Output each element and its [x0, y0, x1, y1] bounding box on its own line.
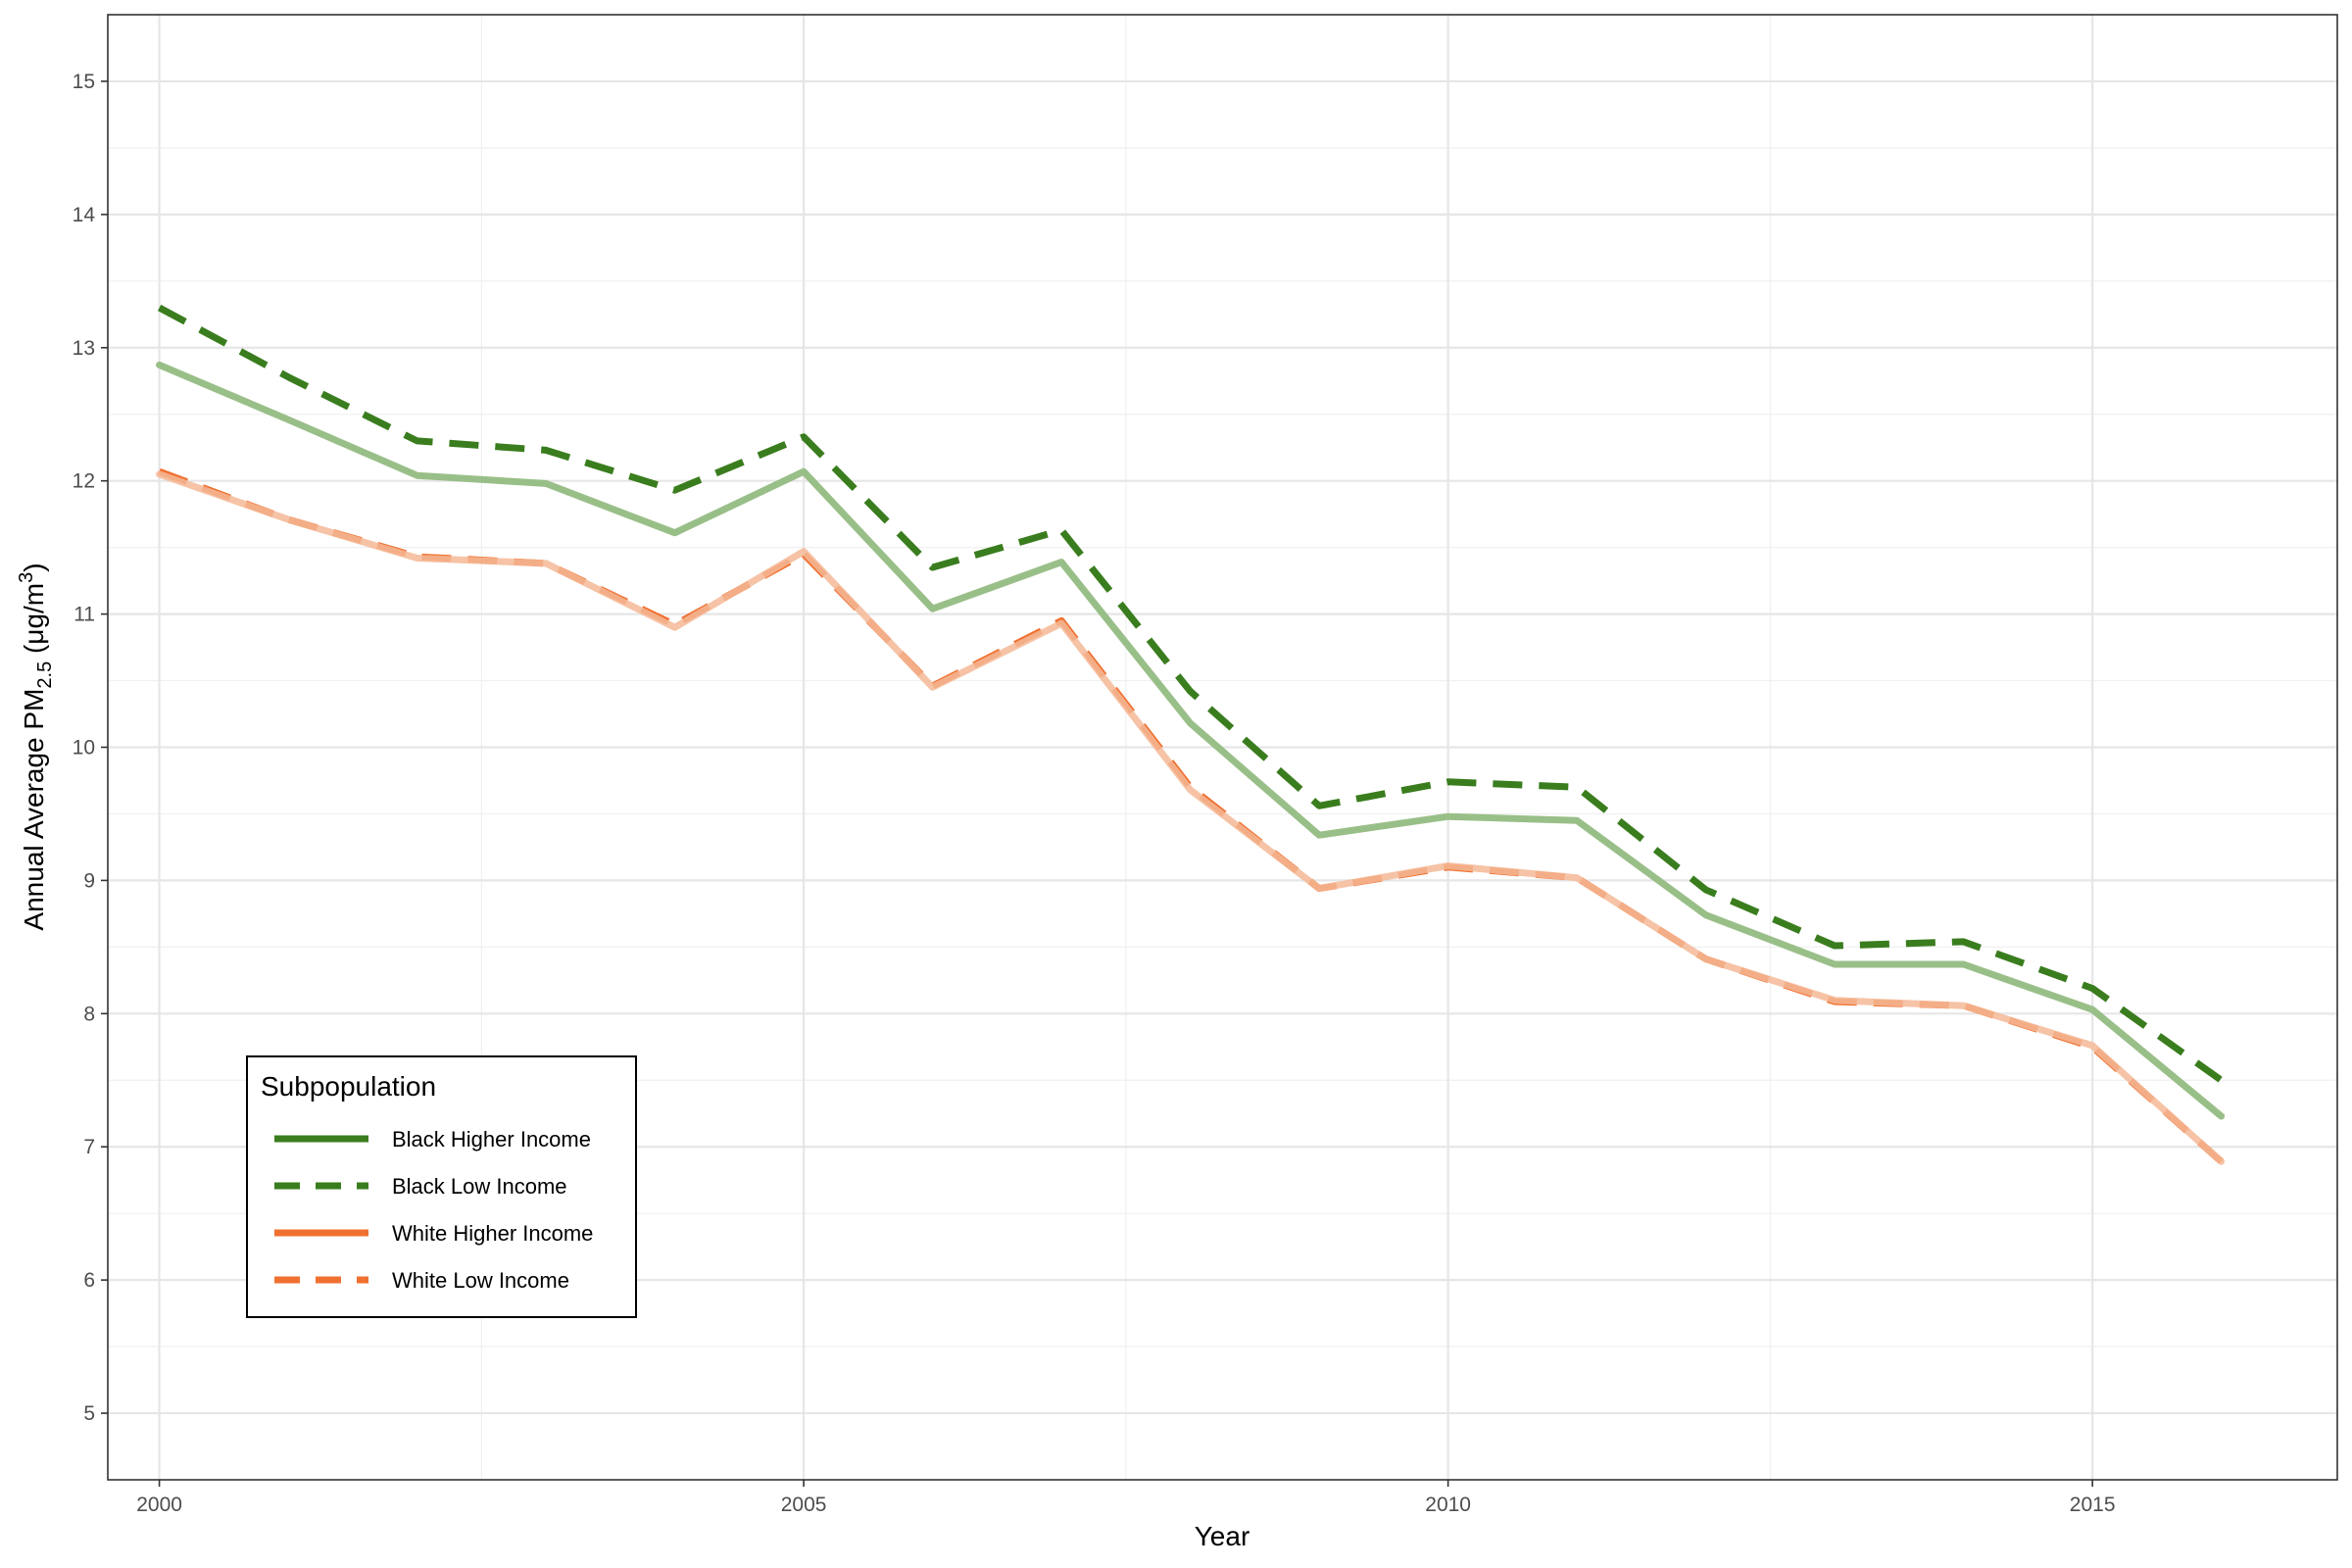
- y-tick-label: 7: [83, 1136, 95, 1158]
- y-tick-label: 10: [73, 737, 95, 760]
- y-tick-label: 15: [73, 71, 95, 93]
- y-axis: 5 6 7 8 9 10 11 12 13 14 15: [73, 71, 108, 1425]
- legend-label: White Low Income: [392, 1268, 569, 1293]
- y-axis-title-prefix: Annual Average PM: [19, 689, 49, 931]
- y-axis-title-unit-close: ): [19, 563, 49, 571]
- series-line-black-low-income: [157, 304, 2224, 1084]
- y-axis-title-subscript: 2.5: [34, 662, 56, 689]
- y-tick-label: 5: [83, 1402, 95, 1425]
- x-tick-label: 2005: [781, 1494, 827, 1516]
- series-layer: [156, 304, 2226, 1165]
- y-axis-title: Annual Average PM2.5 (μg/m3): [16, 563, 56, 930]
- legend-label: Black Low Income: [392, 1174, 567, 1199]
- legend-label: White Higher Income: [392, 1221, 593, 1246]
- y-tick-label: 6: [83, 1269, 95, 1292]
- x-tick-label: 2015: [2070, 1494, 2116, 1516]
- x-tick-label: 2010: [1425, 1494, 1471, 1516]
- x-axis: 2000 2005 2010 2015: [136, 1480, 2116, 1516]
- y-axis-title-superscript: 3: [16, 572, 37, 583]
- series-line-black-higher-income: [156, 361, 2226, 1120]
- legend-box: [246, 1055, 637, 1318]
- y-tick-label: 8: [83, 1003, 95, 1025]
- y-tick-label: 13: [73, 337, 95, 360]
- legend-label: Black Higher Income: [392, 1127, 591, 1152]
- x-tick-label: 2000: [136, 1494, 182, 1516]
- legend: Subpopulation Black Higher Income Black L…: [246, 1055, 637, 1318]
- legend-entries: Black Higher Income Black Low Income White…: [274, 1127, 593, 1293]
- y-tick-label: 12: [73, 470, 95, 493]
- series-line-white-higher-income: [156, 470, 2226, 1165]
- y-tick-label: 14: [73, 204, 96, 226]
- legend-title: Subpopulation: [261, 1071, 436, 1102]
- y-tick-label: 9: [83, 869, 95, 892]
- x-axis-title: Year: [1195, 1521, 1250, 1551]
- y-tick-label: 11: [74, 604, 95, 626]
- y-axis-title-unit-open: (μg/m: [19, 583, 49, 662]
